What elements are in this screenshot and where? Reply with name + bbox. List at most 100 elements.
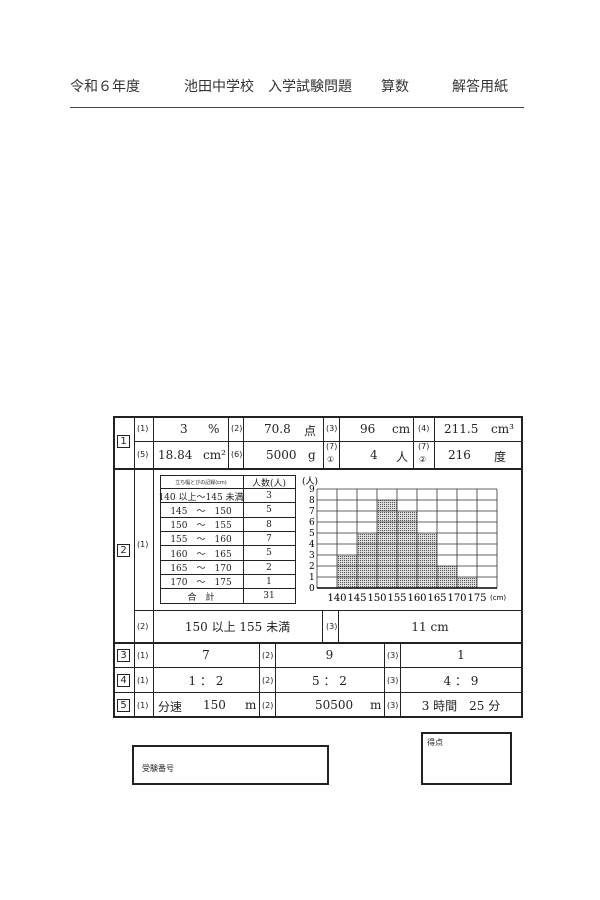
question-2-number: 2: [117, 544, 130, 557]
divider: [323, 416, 324, 468]
table-row-range: 140 以上～145 未満: [158, 492, 244, 503]
q1-6-unit: g: [308, 448, 316, 462]
y-tick-label: 9: [309, 485, 315, 495]
y-tick-label: 7: [309, 507, 315, 517]
divider: [243, 416, 244, 468]
x-tick-label: 145: [347, 593, 366, 604]
divider: [113, 642, 523, 644]
header-era: 令和６年度: [70, 79, 140, 95]
exam-number-box[interactable]: 受験番号: [132, 745, 329, 785]
q3-2-value: 9: [325, 648, 334, 662]
table-row-count: 5: [266, 548, 272, 559]
divider: [134, 610, 523, 611]
histogram-bar: [397, 511, 417, 588]
q5-1-unit: m: [245, 698, 257, 712]
q1-3-value: 96: [360, 422, 376, 436]
q1-7-2-label: (7): [418, 442, 430, 451]
q1-7-1-value: 4: [370, 448, 378, 462]
table-row-range: 150 ～ 155: [170, 521, 232, 532]
question-3-number: 3: [117, 649, 130, 662]
q3-1-value: 7: [202, 648, 210, 662]
divider: [153, 416, 154, 718]
table-total-label: 合 計: [187, 592, 215, 603]
q1-5-label: (5): [137, 450, 149, 459]
q2-2-label: (2): [137, 622, 149, 631]
header-subject: 算数: [381, 79, 409, 95]
x-tick-label: 150: [367, 593, 386, 604]
x-tick-label: 175: [467, 593, 486, 604]
histogram-bar: [417, 533, 437, 588]
divider: [322, 610, 323, 642]
q1-4-value: 211.5: [444, 422, 479, 436]
table-row-count: 8: [266, 519, 272, 530]
y-tick-label: 1: [309, 573, 315, 583]
divider: [113, 468, 523, 470]
q1-2-value: 70.8: [264, 422, 291, 436]
divider: [434, 416, 435, 468]
answer-table: [113, 416, 523, 718]
q1-4-unit: cm³: [491, 422, 514, 436]
q1-5-value: 18.84: [158, 448, 193, 462]
score-box[interactable]: 得点: [421, 732, 512, 785]
q1-6-value: 5000: [266, 448, 297, 462]
q2-2-value: 150 以上 155 未満: [184, 620, 291, 634]
x-tick-label: 155: [387, 593, 406, 604]
y-tick-label: 0: [309, 584, 315, 594]
table-row-divider: [160, 530, 296, 532]
question-5-number: 5: [117, 699, 130, 712]
q1-7-2-unit: 度: [494, 450, 507, 464]
q1-5-unit: cm²: [203, 448, 226, 462]
divider: [228, 416, 229, 468]
q3-1-label: (1): [137, 651, 149, 660]
table-row-divider: [160, 516, 296, 518]
q4-2-value: 5 ： 2: [312, 673, 347, 688]
table-row-range: 165 ～ 170: [170, 564, 232, 574]
divider: [113, 667, 523, 668]
table-row-divider: [160, 573, 296, 575]
divider: [400, 642, 401, 718]
x-tick-label: 140: [327, 593, 346, 604]
divider: [384, 642, 385, 718]
divider: [275, 642, 276, 718]
q5-1-label: (1): [137, 701, 149, 710]
table-row-divider: [160, 559, 296, 561]
table-row-range: 155 ～ 160: [170, 535, 232, 546]
header-divider: [70, 107, 524, 108]
y-tick-label: 3: [309, 551, 315, 561]
table-row-range: 145 ～ 150: [170, 506, 232, 517]
y-tick-label: 2: [309, 562, 315, 572]
x-tick-label: 170: [447, 593, 466, 604]
q5-3-label: (3): [387, 701, 399, 710]
q5-2-label: (2): [262, 701, 274, 710]
q1-1-label: (1): [137, 424, 149, 433]
table-row-range: 170 ～ 175: [170, 578, 232, 589]
q1-1-value: 3: [180, 422, 188, 436]
table-row-count: 1: [266, 576, 272, 587]
q4-1-label: (1): [137, 676, 149, 685]
table-header-count: 人数(人): [251, 478, 287, 489]
q2-3-value: 11 cm: [411, 619, 449, 634]
q1-1-unit: %: [208, 422, 220, 436]
q5-1-prefix: 分速: [158, 700, 183, 714]
q1-7-1-sub: ①: [327, 455, 335, 464]
q2-3-label: (3): [326, 622, 338, 631]
frequency-table: [160, 475, 296, 604]
q5-3-value: 3 時間 25 分: [421, 698, 501, 713]
table-row-divider: [160, 545, 296, 547]
q1-7-1-unit: 人: [396, 450, 409, 464]
histogram-bar: [337, 555, 357, 588]
divider: [134, 416, 135, 718]
y-axis-label: (人): [302, 476, 318, 487]
table-row-count: 2: [266, 562, 272, 573]
header-school: 池田中学校: [184, 79, 254, 95]
question-4-number: 4: [117, 674, 130, 687]
q1-7-2-value: 216: [448, 448, 471, 462]
histogram-bar: [457, 577, 477, 588]
divider: [338, 610, 339, 642]
q3-3-value: 1: [457, 648, 465, 662]
header-sheet: 解答用紙: [452, 79, 508, 95]
q4-2-label: (2): [262, 676, 274, 685]
table-header-record: 立ち幅とびの記録(cm): [175, 479, 227, 486]
table-row-divider: [160, 502, 296, 504]
